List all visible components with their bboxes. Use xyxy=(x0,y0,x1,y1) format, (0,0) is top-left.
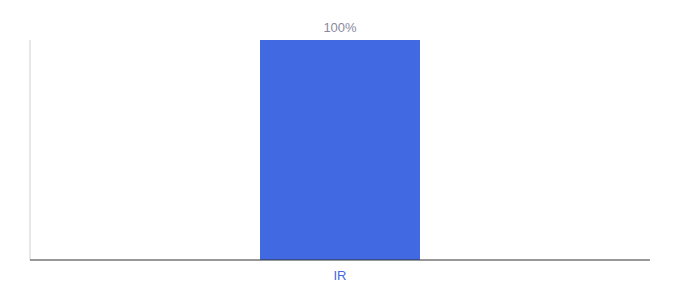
bars xyxy=(260,40,420,260)
chart: 100% IR xyxy=(0,0,680,300)
chart-container: 100% IR xyxy=(0,0,680,300)
x-axis-line xyxy=(30,260,650,261)
x-tick-label: IR xyxy=(334,268,347,283)
bar xyxy=(260,40,420,260)
data-label: 100% xyxy=(323,20,357,35)
y-axis-line xyxy=(30,40,31,260)
